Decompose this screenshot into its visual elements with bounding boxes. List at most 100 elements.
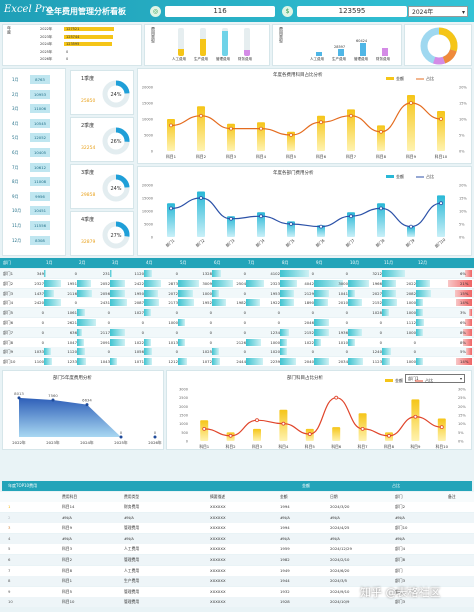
dept-cell-value: 0 bbox=[311, 349, 314, 355]
dept-col-header: 4月 bbox=[146, 260, 153, 265]
top10-desc: XXXXXX bbox=[210, 504, 226, 509]
dept-cell-bar bbox=[314, 279, 343, 287]
chart-bar bbox=[287, 221, 295, 237]
month-label: 9月 bbox=[12, 193, 19, 199]
x-tick-label: 科目5 bbox=[286, 154, 297, 159]
quarter-label: 4季度 bbox=[81, 217, 95, 223]
dept-select[interactable]: 部门1 ▾ bbox=[405, 374, 465, 383]
dept-col-header: 8月 bbox=[282, 260, 289, 265]
dept-cell-bar bbox=[144, 338, 152, 346]
legend-bar-swatch bbox=[386, 77, 394, 80]
year-value: 125744 bbox=[66, 34, 80, 39]
dept-cell-bar bbox=[212, 279, 234, 287]
donut-panel bbox=[404, 24, 472, 66]
dept-cell-value: 1240 bbox=[372, 349, 382, 355]
dept-cell-value: 1000 bbox=[168, 320, 178, 325]
kpi-total: 123595 bbox=[297, 6, 407, 17]
dept-cell-bar bbox=[212, 299, 226, 307]
top10-type: 管理费用 bbox=[124, 525, 140, 531]
dept-cell-value: 0 bbox=[277, 310, 280, 316]
dept-cell-bar bbox=[314, 319, 329, 326]
dept-cell-value: 2621 bbox=[67, 320, 77, 325]
x-tick-label: 科目2 bbox=[226, 444, 237, 449]
dept-cell-value: 2444 bbox=[236, 359, 246, 365]
top10-date: #N/A bbox=[330, 535, 340, 541]
dept-cell-bar bbox=[178, 299, 194, 307]
dept-name: 部门6 bbox=[3, 320, 14, 325]
dept-cell-value: 1120 bbox=[134, 271, 144, 276]
dept-cell-value: 2152 bbox=[304, 329, 314, 335]
year-value: 123595 bbox=[66, 42, 80, 46]
x-tick-label: 2026年 bbox=[148, 440, 162, 445]
dept-cell-bar bbox=[110, 299, 128, 307]
top10-col-header: 备注 bbox=[448, 494, 456, 499]
top10-subject: 科目5 bbox=[62, 588, 73, 594]
x-tick-label: 部门2 bbox=[195, 237, 206, 248]
x-tick-label: 科目1 bbox=[166, 154, 177, 159]
dept-cell-value: 2010 bbox=[338, 300, 348, 306]
dept-cell-value: 0 bbox=[175, 310, 178, 316]
area-point bbox=[119, 435, 123, 439]
x-tick-label: 部门5 bbox=[285, 237, 296, 248]
dept-cell-bar bbox=[314, 358, 329, 366]
chart-bar bbox=[227, 216, 235, 237]
x-tick-label: 科目8 bbox=[376, 154, 387, 159]
dept-cell-value: 1328 bbox=[202, 271, 212, 276]
year-bar bbox=[64, 27, 115, 31]
dept-name: 部门3 bbox=[3, 290, 14, 296]
x-tick-label: 科目6 bbox=[316, 154, 327, 159]
dept-cell-bar bbox=[77, 328, 82, 336]
y-left-tick: 0 bbox=[186, 440, 188, 444]
dept-cell-value: 1234 bbox=[270, 329, 280, 335]
dept-cell-bar bbox=[280, 279, 297, 287]
dept-cell-value: 3009 bbox=[202, 280, 212, 286]
dept-cell-value: 0 bbox=[413, 349, 416, 355]
legend-line-label: 占比 bbox=[426, 75, 434, 81]
dept-cell-value: 1112 bbox=[406, 320, 416, 325]
dept-col-header: 7月 bbox=[248, 260, 255, 265]
year-value: 0 bbox=[66, 49, 69, 54]
dept-row: 部门7 0 636 2117 0 0 0 0 1234 2152 1936 0 1000 8% bbox=[0, 327, 474, 337]
chart-bar bbox=[257, 122, 265, 151]
type-panel-b bbox=[272, 24, 402, 66]
dept-cell-value: 2091 bbox=[100, 339, 110, 345]
dept-cell-value: 0 bbox=[175, 349, 178, 355]
dept-cell-value: 0 bbox=[209, 339, 212, 345]
dept-cell-bar bbox=[44, 358, 52, 366]
dept-cell-value: 3212 bbox=[372, 271, 382, 276]
dept-cell-value: 1041 bbox=[338, 290, 348, 296]
top10-type: 管理费用 bbox=[124, 588, 140, 594]
data-label: 0 bbox=[120, 430, 123, 435]
dept-total-bar bbox=[456, 299, 472, 307]
dept-cell-value: 0 bbox=[209, 320, 212, 325]
dept-cell-bar bbox=[44, 289, 55, 297]
x-tick-label: 部门4 bbox=[255, 237, 266, 248]
dept-cell-value: 2152 bbox=[372, 300, 382, 306]
y-right-tick: 20% bbox=[458, 405, 466, 409]
month-label: 6月 bbox=[12, 150, 19, 155]
type-bar bbox=[360, 42, 366, 56]
type-column bbox=[222, 28, 228, 56]
chart-bar bbox=[167, 119, 175, 151]
top10-subject: 科目1 bbox=[62, 578, 73, 584]
dept-cell-value: 0 bbox=[74, 300, 77, 306]
dept-cell-value: 0 bbox=[243, 290, 246, 296]
x-tick-label: 科目4 bbox=[256, 154, 267, 159]
top10-desc: XXXXXX bbox=[210, 567, 226, 573]
dept-total-bar bbox=[454, 289, 472, 297]
year-select[interactable]: 2024年 ▾ bbox=[408, 6, 468, 17]
dept-cell-bar bbox=[212, 358, 220, 366]
chart-bar bbox=[377, 125, 385, 151]
dept-cell-value: 1010 bbox=[338, 339, 348, 345]
line-point bbox=[259, 214, 263, 219]
line-point bbox=[289, 222, 293, 226]
top10-date: 2024/12/29 bbox=[330, 546, 352, 552]
x-tick-label: 部门10 bbox=[434, 237, 447, 249]
dept-cell-value: 2239 bbox=[270, 359, 280, 365]
x-tick-label: 科目3 bbox=[252, 444, 263, 449]
dept-cell-bar bbox=[178, 279, 199, 287]
month-label: 7月 bbox=[12, 164, 19, 170]
quarter-ring: 24% bbox=[102, 80, 130, 108]
dept-chart-title: 年度各部门费用分析 bbox=[273, 171, 314, 176]
top10-header-bar: 年度TOP10费用 金额 占比 bbox=[2, 481, 472, 491]
